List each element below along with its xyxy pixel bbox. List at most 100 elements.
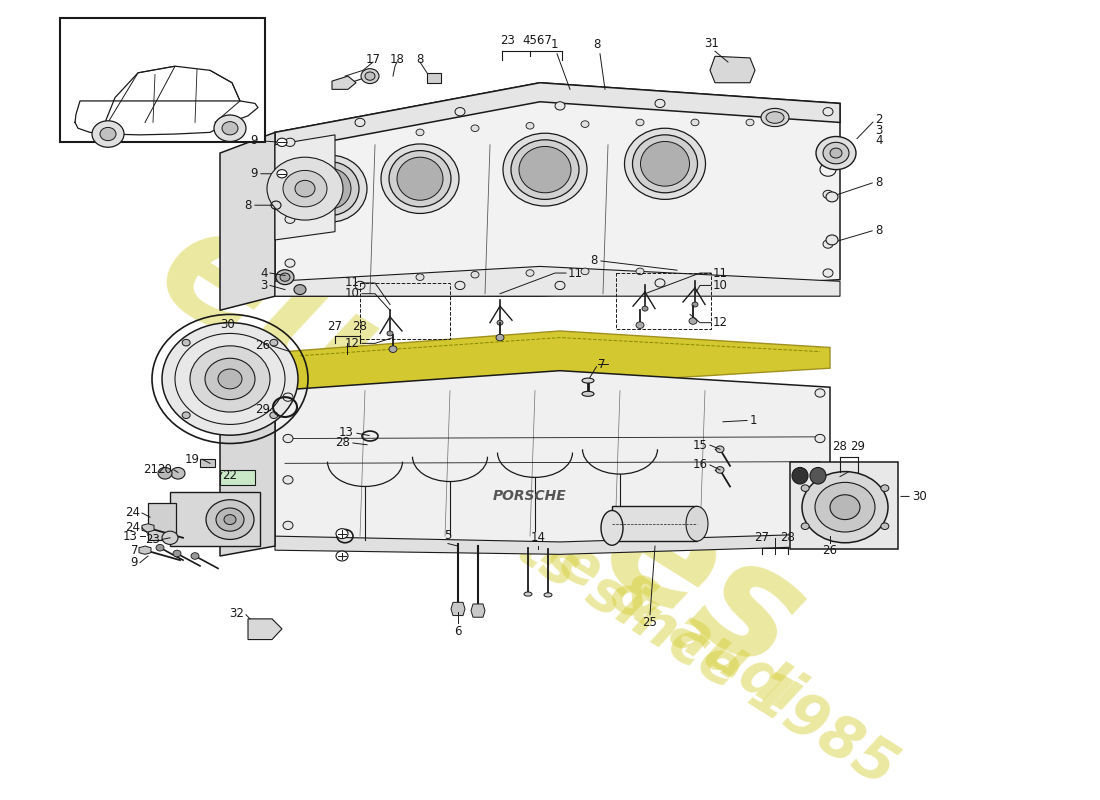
Text: 18: 18 — [389, 53, 405, 66]
Circle shape — [816, 137, 856, 170]
Polygon shape — [220, 132, 275, 310]
Circle shape — [556, 282, 565, 290]
Text: 8: 8 — [416, 53, 424, 66]
Ellipse shape — [761, 108, 789, 126]
Circle shape — [823, 240, 833, 248]
Polygon shape — [142, 524, 154, 532]
Circle shape — [802, 472, 888, 542]
Circle shape — [283, 393, 293, 402]
Text: 9: 9 — [251, 167, 258, 180]
Ellipse shape — [519, 146, 571, 193]
Circle shape — [222, 122, 238, 135]
Text: 10: 10 — [713, 279, 728, 292]
Bar — [170, 492, 260, 546]
Circle shape — [636, 322, 644, 329]
Text: 12: 12 — [345, 337, 360, 350]
Circle shape — [815, 526, 825, 534]
Text: 31: 31 — [705, 37, 719, 50]
Polygon shape — [471, 604, 485, 618]
Circle shape — [801, 485, 810, 491]
Text: 12: 12 — [713, 316, 728, 329]
Text: 29: 29 — [255, 403, 270, 416]
Text: 15: 15 — [693, 438, 708, 452]
Circle shape — [365, 72, 375, 80]
Circle shape — [216, 508, 244, 531]
Circle shape — [455, 107, 465, 116]
Circle shape — [716, 466, 724, 474]
Circle shape — [389, 346, 397, 353]
Circle shape — [526, 270, 534, 276]
Circle shape — [830, 148, 842, 158]
Circle shape — [801, 523, 810, 530]
Circle shape — [826, 192, 838, 202]
Text: 3: 3 — [261, 279, 268, 292]
Ellipse shape — [686, 506, 708, 541]
Polygon shape — [220, 390, 275, 556]
Circle shape — [823, 145, 833, 153]
Circle shape — [471, 125, 478, 131]
Text: 4: 4 — [874, 134, 882, 147]
Circle shape — [214, 115, 246, 142]
Polygon shape — [200, 459, 214, 467]
Circle shape — [285, 215, 295, 223]
Circle shape — [691, 119, 698, 126]
Circle shape — [283, 170, 327, 207]
Circle shape — [823, 190, 833, 198]
Text: 8: 8 — [874, 223, 882, 237]
Circle shape — [224, 514, 236, 525]
Polygon shape — [248, 619, 282, 639]
Circle shape — [156, 545, 164, 551]
Text: 13: 13 — [123, 530, 138, 542]
Circle shape — [191, 553, 199, 559]
Text: parts since 1985: parts since 1985 — [414, 460, 906, 798]
Text: 25: 25 — [642, 616, 658, 630]
Circle shape — [654, 279, 666, 287]
Circle shape — [206, 500, 254, 539]
Polygon shape — [275, 82, 840, 296]
Text: 5: 5 — [444, 529, 452, 542]
Text: 2: 2 — [874, 114, 882, 126]
Ellipse shape — [293, 155, 367, 222]
Circle shape — [267, 158, 343, 220]
Text: 21: 21 — [143, 463, 158, 477]
Circle shape — [280, 273, 290, 282]
Text: a porsche & audi: a porsche & audi — [309, 383, 811, 726]
Circle shape — [815, 482, 875, 532]
Text: 8: 8 — [874, 175, 882, 189]
Polygon shape — [710, 56, 755, 82]
Text: 28: 28 — [781, 531, 795, 545]
Text: 7: 7 — [131, 544, 138, 557]
Text: 11: 11 — [568, 266, 583, 279]
Circle shape — [355, 118, 365, 126]
Polygon shape — [451, 602, 465, 615]
Circle shape — [881, 485, 889, 491]
Polygon shape — [332, 76, 356, 90]
Text: 20: 20 — [157, 463, 172, 477]
Text: 10: 10 — [345, 287, 360, 300]
Circle shape — [826, 235, 838, 245]
Circle shape — [830, 494, 860, 519]
Circle shape — [283, 522, 293, 530]
Ellipse shape — [524, 592, 532, 596]
Circle shape — [823, 269, 833, 277]
Text: 9: 9 — [251, 134, 258, 147]
Bar — [612, 506, 697, 541]
Text: 8: 8 — [591, 254, 598, 267]
Polygon shape — [275, 135, 336, 240]
Circle shape — [270, 339, 278, 346]
Polygon shape — [275, 266, 840, 296]
Text: 24: 24 — [125, 506, 140, 519]
Circle shape — [815, 434, 825, 442]
Circle shape — [636, 268, 644, 274]
Ellipse shape — [389, 150, 451, 207]
Text: 9: 9 — [131, 556, 138, 569]
Circle shape — [642, 306, 648, 311]
Polygon shape — [275, 534, 830, 554]
Circle shape — [306, 162, 313, 169]
Ellipse shape — [503, 134, 587, 206]
Text: 23: 23 — [145, 533, 160, 546]
Circle shape — [306, 212, 313, 218]
Text: 16: 16 — [693, 458, 708, 471]
Circle shape — [471, 271, 478, 278]
Circle shape — [581, 121, 589, 127]
